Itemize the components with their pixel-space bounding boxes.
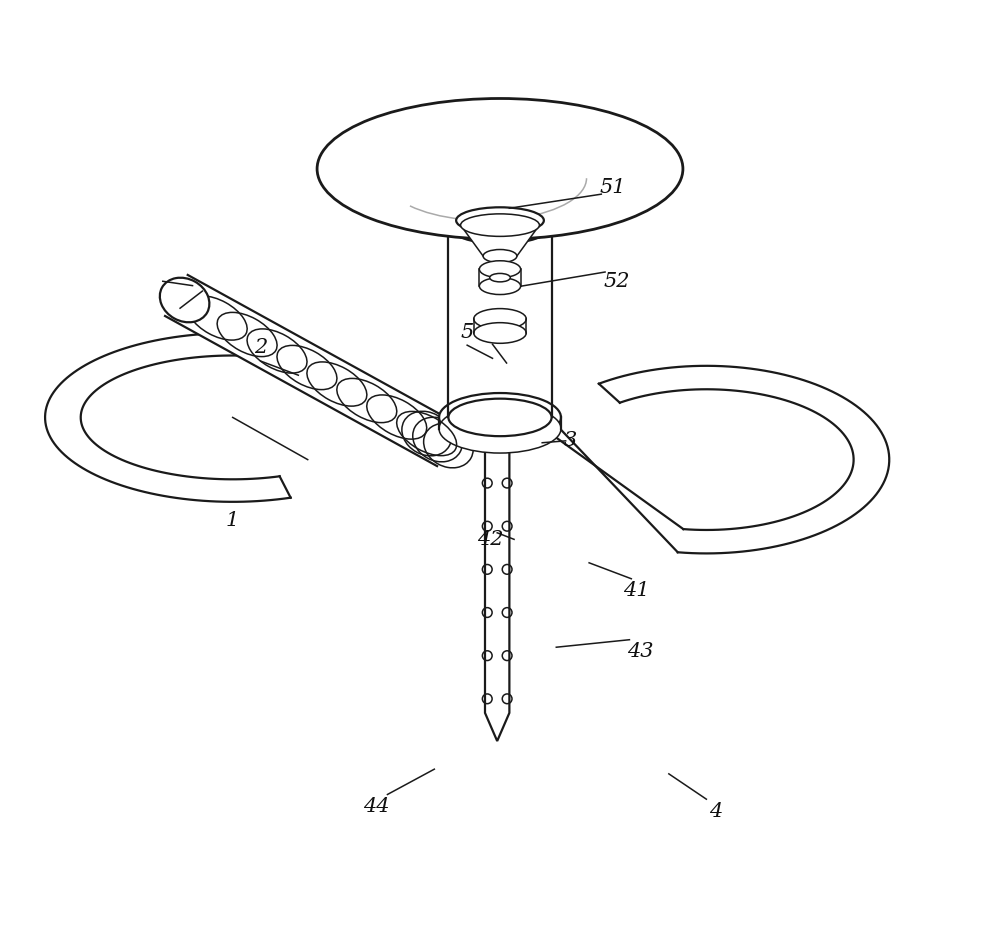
Text: 5: 5 — [461, 324, 474, 342]
Ellipse shape — [448, 206, 552, 244]
Ellipse shape — [474, 323, 526, 343]
Ellipse shape — [479, 278, 521, 295]
Ellipse shape — [479, 261, 521, 278]
Text: 52: 52 — [604, 272, 631, 291]
Ellipse shape — [483, 250, 517, 263]
Ellipse shape — [439, 393, 561, 442]
Ellipse shape — [317, 98, 683, 239]
Polygon shape — [461, 225, 539, 256]
Ellipse shape — [461, 214, 539, 236]
Text: 4: 4 — [709, 802, 722, 821]
Ellipse shape — [160, 278, 209, 323]
Ellipse shape — [448, 399, 552, 436]
Text: 43: 43 — [627, 643, 654, 661]
Ellipse shape — [439, 404, 561, 453]
Polygon shape — [448, 225, 552, 417]
Text: 42: 42 — [477, 530, 504, 549]
Text: 1: 1 — [226, 511, 239, 530]
Text: 3: 3 — [564, 431, 577, 450]
Polygon shape — [485, 446, 509, 741]
Ellipse shape — [490, 274, 510, 282]
Polygon shape — [448, 220, 552, 234]
Text: 51: 51 — [599, 178, 626, 197]
Ellipse shape — [474, 309, 526, 329]
Ellipse shape — [456, 207, 544, 234]
Text: 41: 41 — [623, 582, 649, 600]
Text: 44: 44 — [363, 797, 389, 816]
Text: 2: 2 — [254, 338, 267, 356]
Polygon shape — [165, 275, 460, 466]
